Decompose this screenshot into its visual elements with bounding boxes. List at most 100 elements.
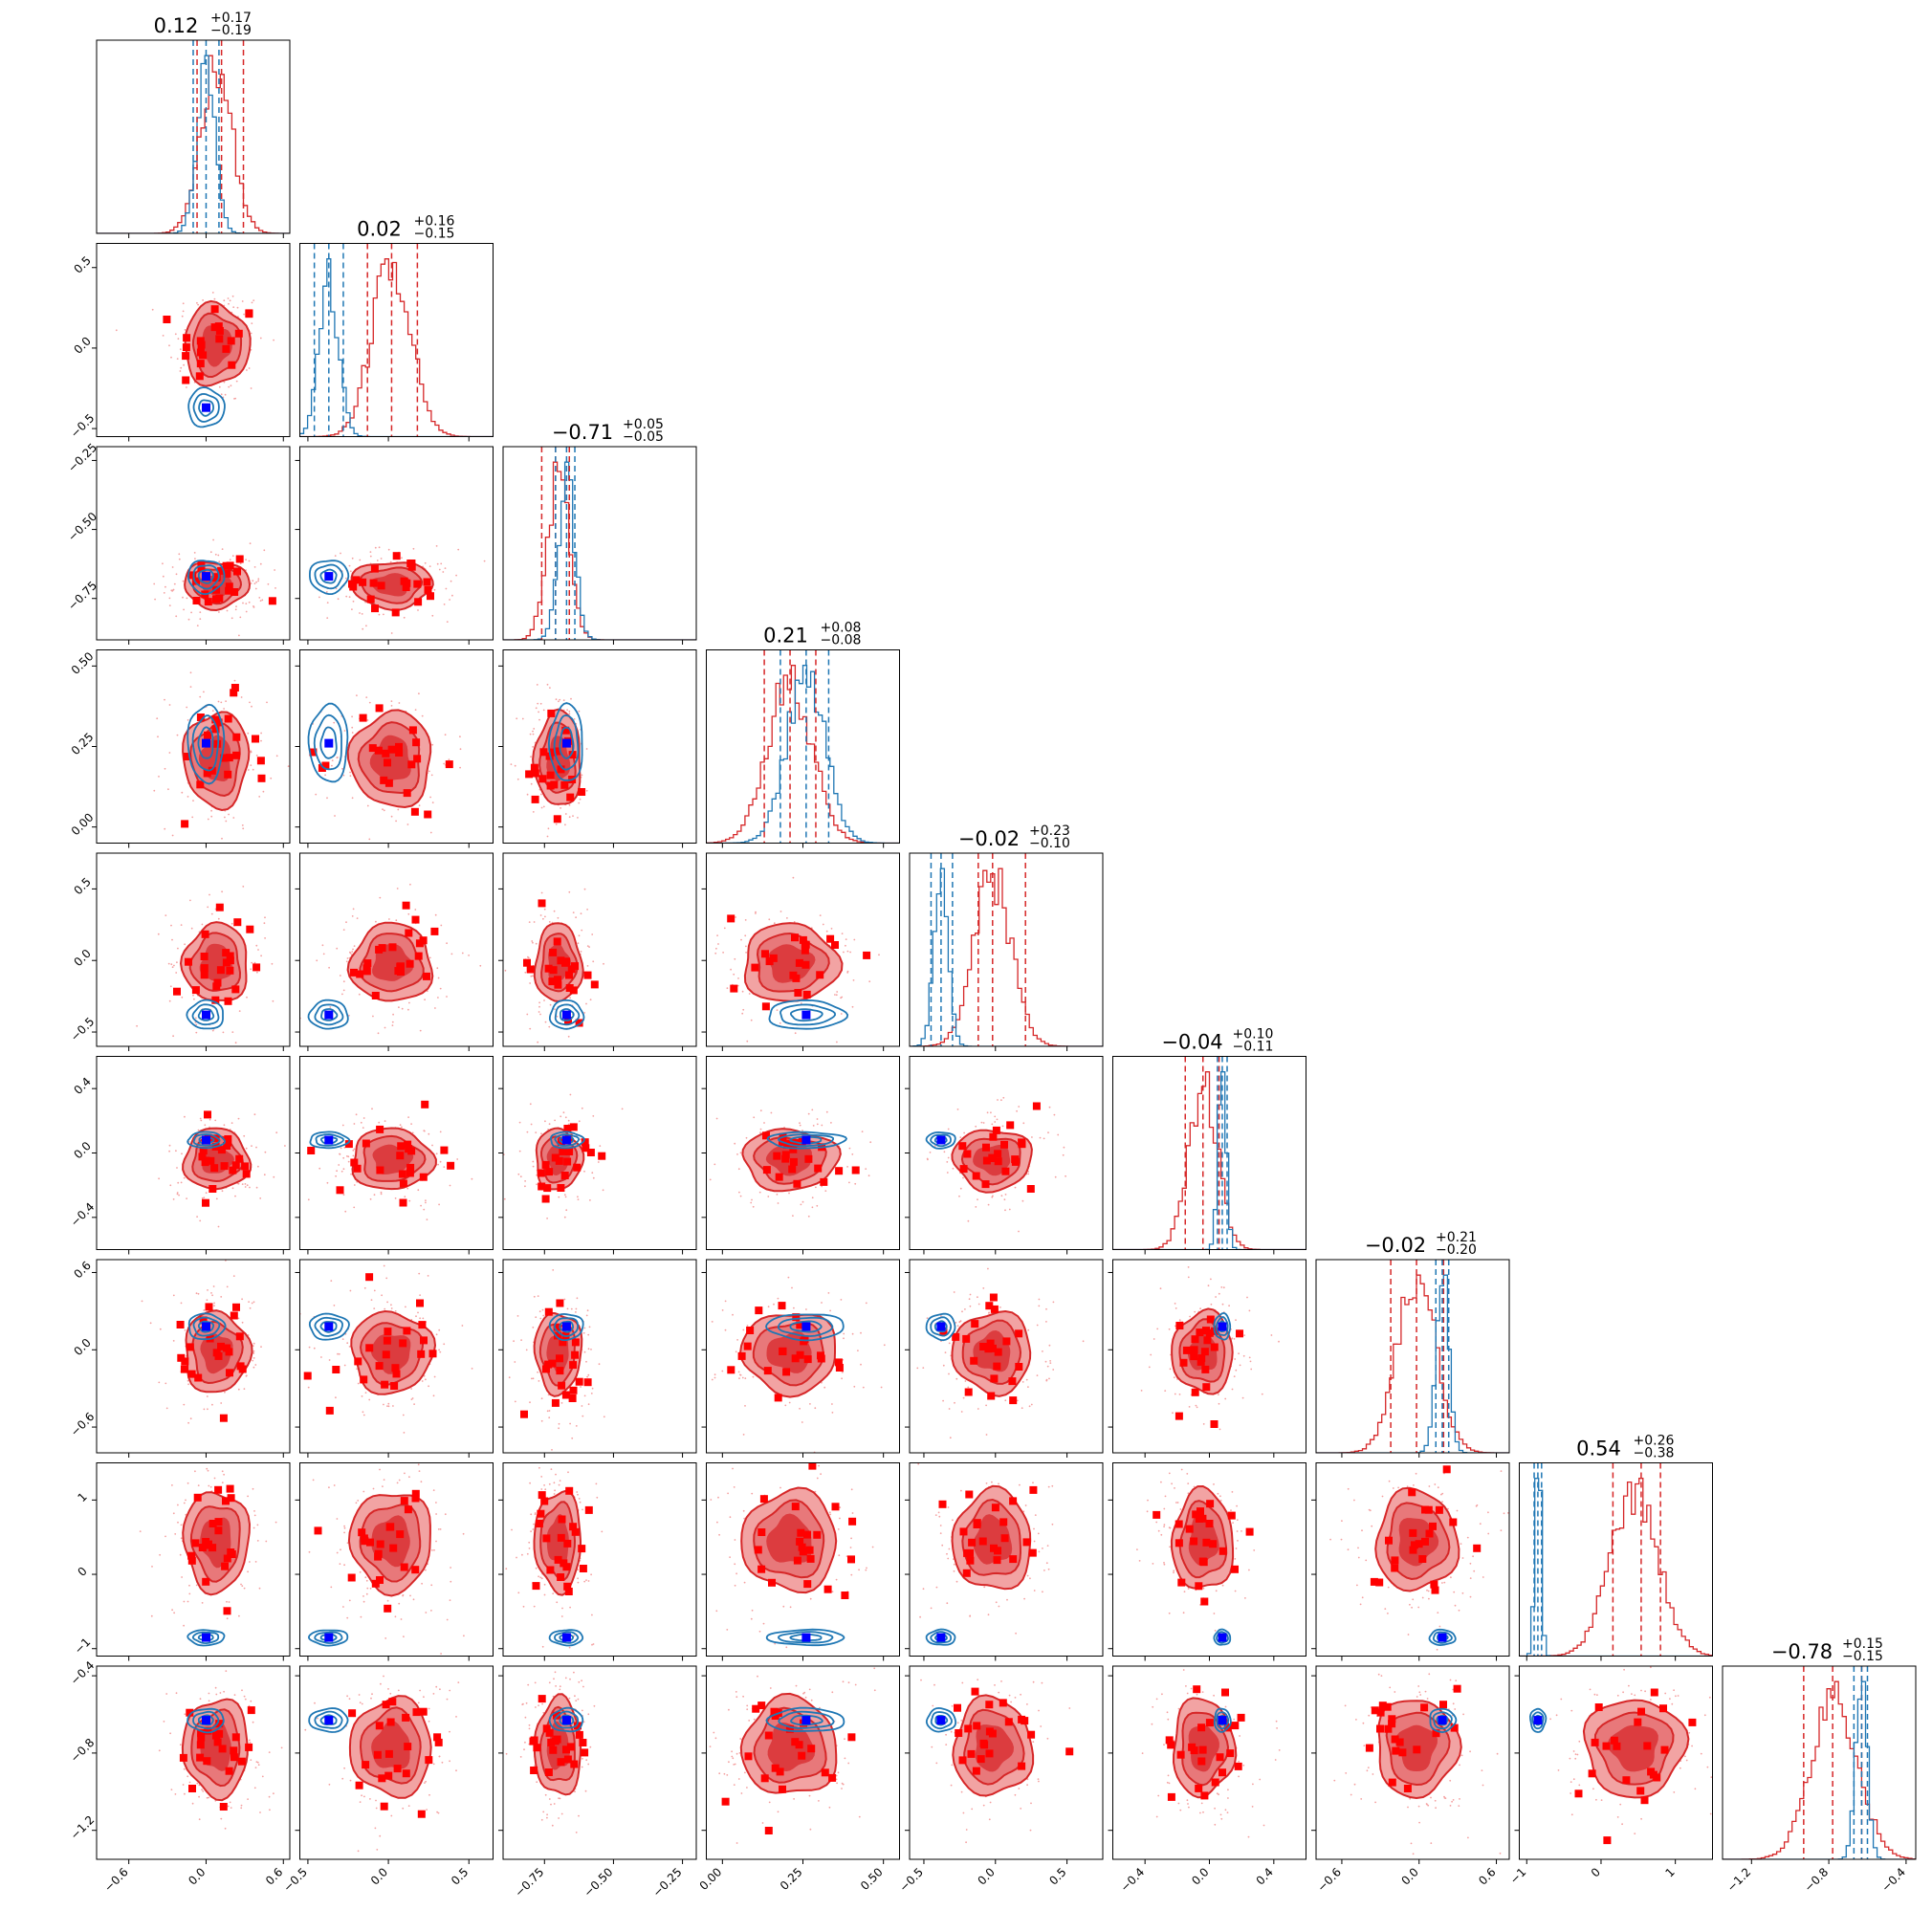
sample-point-red <box>260 955 262 957</box>
sample-point-red <box>259 600 262 602</box>
sample-point-red <box>982 1122 985 1124</box>
sample-point-red <box>721 1309 724 1311</box>
sample-point-red <box>193 998 195 1000</box>
sample-point-red <box>195 1584 198 1587</box>
sample-point-red <box>387 548 390 551</box>
outlier-marker <box>800 1337 808 1346</box>
outlier-marker <box>578 1545 586 1553</box>
outlier-marker <box>775 1173 783 1181</box>
outlier-marker <box>557 765 565 774</box>
sample-point-red <box>987 1267 989 1270</box>
sample-point-red <box>248 560 251 562</box>
outlier-marker <box>727 1366 735 1374</box>
sample-point-red <box>252 580 254 582</box>
sample-point-red <box>799 1122 801 1125</box>
sample-point-red <box>742 1328 745 1331</box>
sample-point-red <box>355 1502 358 1504</box>
outlier-marker <box>268 597 276 605</box>
sample-point-red <box>341 767 343 770</box>
outlier-marker <box>990 1305 999 1313</box>
sample-point-red <box>435 1540 437 1543</box>
sample-point-red <box>322 953 325 955</box>
title-upper-error: +0.21 <box>1436 1230 1477 1245</box>
outlier-marker <box>233 918 242 927</box>
sample-point-red <box>270 777 273 779</box>
sample-point-red <box>759 1109 762 1112</box>
panel-frame <box>96 1462 291 1657</box>
outlier-marker <box>562 957 571 966</box>
sample-point-red <box>248 601 251 604</box>
sample-point-red <box>538 1575 539 1578</box>
outlier-marker <box>406 1163 415 1172</box>
sample-point-red <box>199 1117 202 1120</box>
sample-point-red <box>585 748 588 750</box>
sample-point-red <box>438 1203 440 1206</box>
outlier-marker <box>761 950 769 958</box>
sample-point-red <box>1174 1393 1176 1395</box>
outlier-marker <box>232 751 241 759</box>
outlier-marker <box>561 726 570 735</box>
outlier-marker <box>374 1552 383 1561</box>
sample-point-red <box>234 397 237 400</box>
sample-point-red <box>346 957 349 959</box>
sample-point-red <box>246 369 248 371</box>
sample-point-red <box>170 924 172 927</box>
scatter-panel <box>503 1093 624 1219</box>
sample-point-red <box>243 1388 246 1390</box>
outlier-marker <box>730 984 738 993</box>
sample-point-red <box>223 1473 226 1476</box>
y-tick-label: 0.0 <box>71 334 93 356</box>
sample-point-red <box>738 1191 740 1194</box>
outlier-marker <box>231 588 239 596</box>
sample-point-red <box>357 1500 360 1502</box>
sample-point-red <box>841 933 844 934</box>
sample-point-red <box>443 762 445 765</box>
title-upper-error: +0.10 <box>1233 1027 1274 1043</box>
sample-point-red <box>343 1525 345 1527</box>
sample-point-red <box>714 952 717 955</box>
outlier-marker <box>799 935 807 944</box>
outlier-marker <box>553 747 561 756</box>
sample-point-red <box>439 987 442 990</box>
sample-point-red <box>189 899 191 902</box>
sample-point-red <box>1168 1328 1171 1330</box>
outlier-marker <box>550 780 559 789</box>
sample-point-red <box>848 1181 850 1184</box>
sample-point-red <box>417 1311 419 1314</box>
sample-point-red <box>403 1432 406 1434</box>
sample-point-red <box>259 562 262 565</box>
sample-point-red <box>398 1006 400 1009</box>
sample-point-red <box>252 1342 255 1345</box>
sample-point-red <box>207 1408 209 1411</box>
sample-point-red <box>425 1612 428 1614</box>
sample-point-red <box>535 1316 538 1319</box>
outlier-marker <box>395 742 403 751</box>
outlier-marker <box>188 571 197 580</box>
sample-point-red <box>362 1127 364 1129</box>
outlier-marker <box>209 1185 217 1193</box>
panel-frame <box>502 852 697 1047</box>
outlier-marker <box>447 1161 455 1170</box>
sample-point-red <box>508 1376 511 1379</box>
sample-point-red <box>793 921 796 923</box>
sample-point-red <box>352 600 355 603</box>
sample-point-red <box>398 1479 401 1482</box>
sample-point-red <box>518 1150 521 1153</box>
sample-point-red <box>252 1352 255 1354</box>
outlier-marker <box>413 580 422 588</box>
sample-point-red <box>443 1343 446 1346</box>
contour-blue-mid <box>314 1003 344 1026</box>
sample-point-red <box>181 315 184 318</box>
sample-point-red <box>544 1021 547 1023</box>
sample-point-red <box>197 1484 200 1486</box>
sample-point-red <box>947 1128 950 1131</box>
sample-point-red <box>349 570 352 573</box>
sample-point-red <box>361 613 363 615</box>
outlier-marker <box>1196 1328 1204 1337</box>
histogram-red <box>706 665 900 844</box>
outlier-marker <box>395 749 404 757</box>
sample-point-red <box>347 1155 350 1158</box>
sample-point-red <box>546 1218 548 1219</box>
sample-point-red <box>430 1584 433 1587</box>
sample-point-red <box>253 566 256 568</box>
